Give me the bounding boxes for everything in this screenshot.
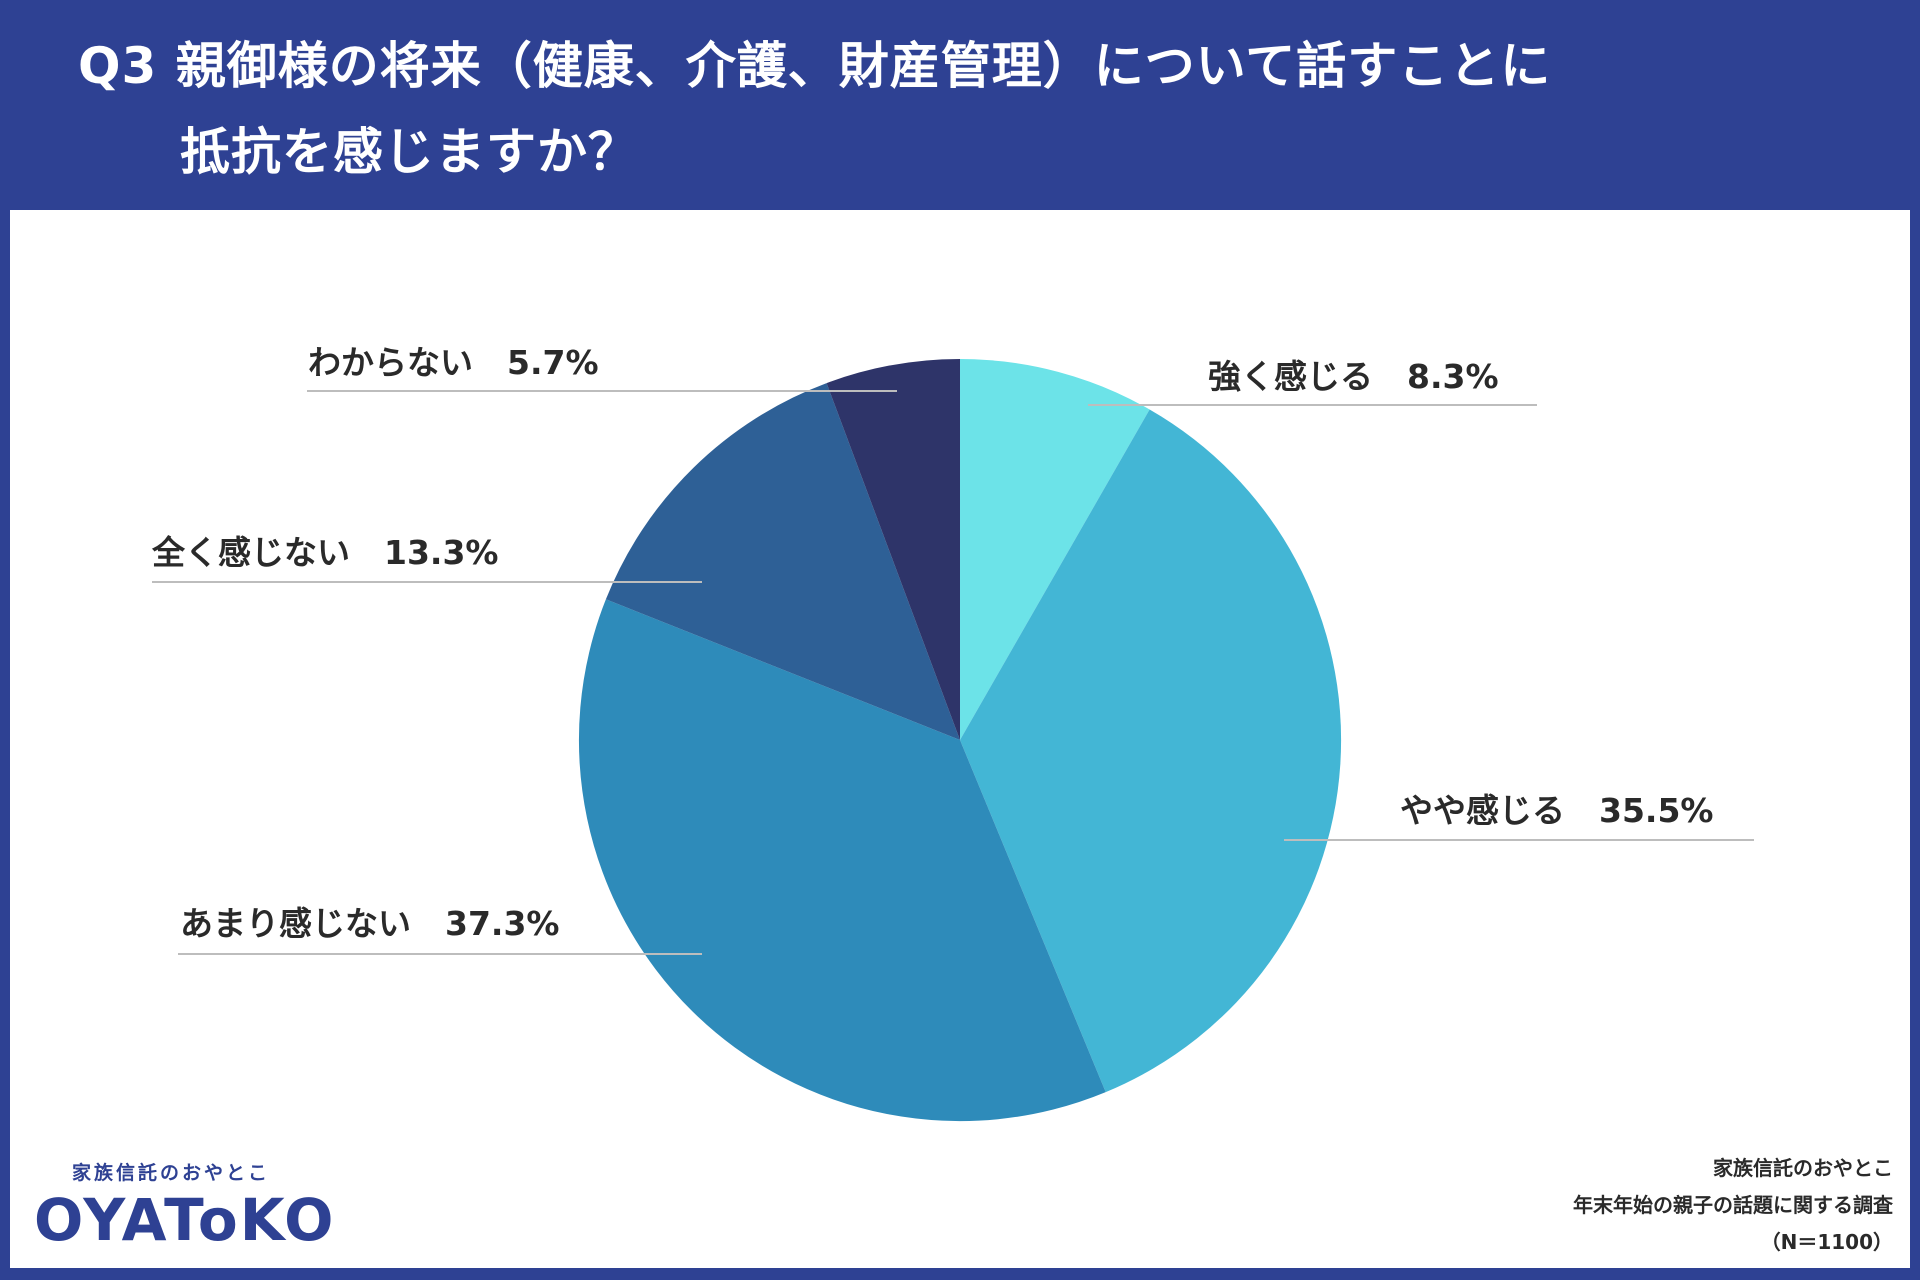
- header-banner: Q3 親御様の将来（健康、介護、財産管理）について話すことに 抵抗を感じますか？: [0, 0, 1920, 210]
- label-value: 13.3%: [384, 533, 499, 572]
- label-not-much: あまり感じない 37.3%: [180, 904, 560, 944]
- leader-line-unknown: [307, 390, 897, 392]
- leader-line-not-much: [178, 953, 702, 955]
- label-somewhat: やや感じる 35.5%: [1400, 791, 1714, 831]
- leader-line-not-at-all: [152, 581, 702, 583]
- logo-subtitle: 家族信託のおやとこ: [72, 1162, 271, 1184]
- pie-slice-unknown: [826, 359, 960, 740]
- pie-slice-not-at-all: [605, 383, 960, 740]
- oyatoko-logo: 家族信託のおやとこ OYAToKO: [34, 1158, 335, 1251]
- source-line1: 家族信託のおやとこ: [1713, 1156, 1893, 1180]
- label-value: 5.7%: [507, 343, 599, 382]
- leader-line-strongly: [1088, 404, 1537, 406]
- label-name: 全く感じない: [152, 533, 350, 572]
- pie-slice-strongly: [960, 359, 1150, 740]
- label-name: あまり感じない: [180, 904, 411, 943]
- source-sample-size: （N＝1100）: [1760, 1230, 1893, 1254]
- label-not-at-all: 全く感じない 13.3%: [152, 533, 499, 573]
- source-note: 家族信託のおやとこ 年末年始の親子の話題に関する調査 （N＝1100）: [1573, 1150, 1893, 1261]
- label-name: やや感じる: [1400, 791, 1565, 830]
- label-value: 37.3%: [445, 904, 560, 943]
- logo-wordmark: OYAToKO: [34, 1186, 336, 1254]
- pie-slice-not-much: [578, 599, 1106, 1122]
- label-value: 35.5%: [1599, 791, 1714, 830]
- label-name: 強く感じる: [1208, 357, 1373, 396]
- source-line2: 年末年始の親子の話題に関する調査: [1573, 1193, 1893, 1217]
- label-strongly: 強く感じる 8.3%: [1208, 357, 1499, 397]
- label-name: わからない: [308, 343, 473, 382]
- question-title-line2: 抵抗を感じますか？: [180, 123, 639, 181]
- pie-slice-somewhat: [960, 409, 1342, 1093]
- label-unknown: わからない 5.7%: [308, 343, 599, 383]
- leader-line-somewhat: [1284, 839, 1754, 841]
- question-title-line1: Q3 親御様の将来（健康、介護、財産管理）について話すことに: [78, 37, 1552, 95]
- label-value: 8.3%: [1407, 357, 1499, 396]
